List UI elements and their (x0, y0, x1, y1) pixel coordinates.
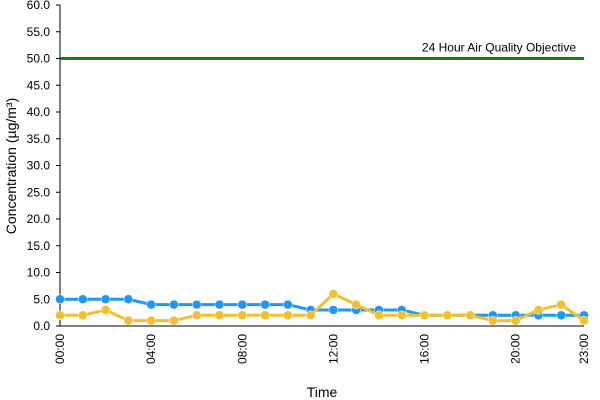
data-point (78, 294, 88, 304)
data-point (533, 305, 544, 315)
data-point (510, 315, 521, 326)
data-point (191, 299, 202, 310)
data-point (556, 310, 566, 321)
data-point (351, 299, 361, 310)
data-point (328, 289, 339, 299)
data-point (100, 294, 111, 304)
data-point (100, 305, 111, 315)
data-point (123, 315, 134, 326)
data-point (465, 310, 475, 321)
y-tick-label: 15.0 (27, 239, 51, 253)
data-point (169, 299, 179, 310)
data-point (146, 299, 156, 310)
x-tick-label: 12:00 (326, 334, 340, 364)
data-point (123, 294, 134, 304)
data-point (283, 299, 293, 310)
data-point (579, 315, 589, 326)
y-axis-label: Concentration (µg/m³) (3, 98, 19, 234)
y-tick-label: 35.0 (27, 132, 51, 146)
y-tick-label: 50.0 (27, 52, 51, 66)
x-tick-label: 23:00 (577, 334, 591, 364)
x-tick-label: 20:00 (509, 334, 523, 364)
data-point (556, 299, 566, 310)
y-tick-label: 30.0 (27, 159, 51, 173)
y-tick-label: 0.0 (33, 319, 50, 333)
threshold-label: 24 Hour Air Quality Objective (422, 41, 576, 55)
y-tick-label: 60.0 (27, 0, 51, 12)
data-point (214, 299, 225, 310)
y-tick-label: 40.0 (27, 105, 51, 119)
data-point (419, 310, 430, 321)
data-point (169, 315, 179, 326)
x-tick-label: 08:00 (235, 334, 249, 364)
data-point (237, 310, 248, 321)
x-tick-label: 00:00 (53, 334, 67, 364)
x-tick-label: 04:00 (144, 334, 158, 364)
data-point (374, 310, 384, 321)
data-point (78, 310, 88, 321)
data-point (396, 310, 407, 321)
data-point (214, 310, 225, 321)
data-point (260, 310, 270, 321)
y-tick-label: 5.0 (33, 292, 50, 306)
y-tick-label: 10.0 (27, 266, 51, 280)
x-tick-label: 16:00 (418, 334, 432, 364)
y-tick-label: 55.0 (27, 25, 51, 39)
data-point (260, 299, 270, 310)
series-line (60, 297, 584, 317)
data-point (305, 310, 316, 321)
data-point (191, 310, 202, 321)
data-point (328, 305, 339, 315)
data-point (442, 310, 453, 321)
data-point (283, 310, 293, 321)
data-point (488, 315, 498, 326)
data-point (55, 294, 65, 304)
y-tick-label: 20.0 (27, 212, 51, 226)
y-tick-label: 25.0 (27, 185, 51, 199)
data-point (55, 310, 65, 321)
y-tick-label: 45.0 (27, 78, 51, 92)
data-point (237, 299, 248, 310)
data-point (146, 315, 156, 326)
x-axis-label: Time (307, 384, 338, 400)
